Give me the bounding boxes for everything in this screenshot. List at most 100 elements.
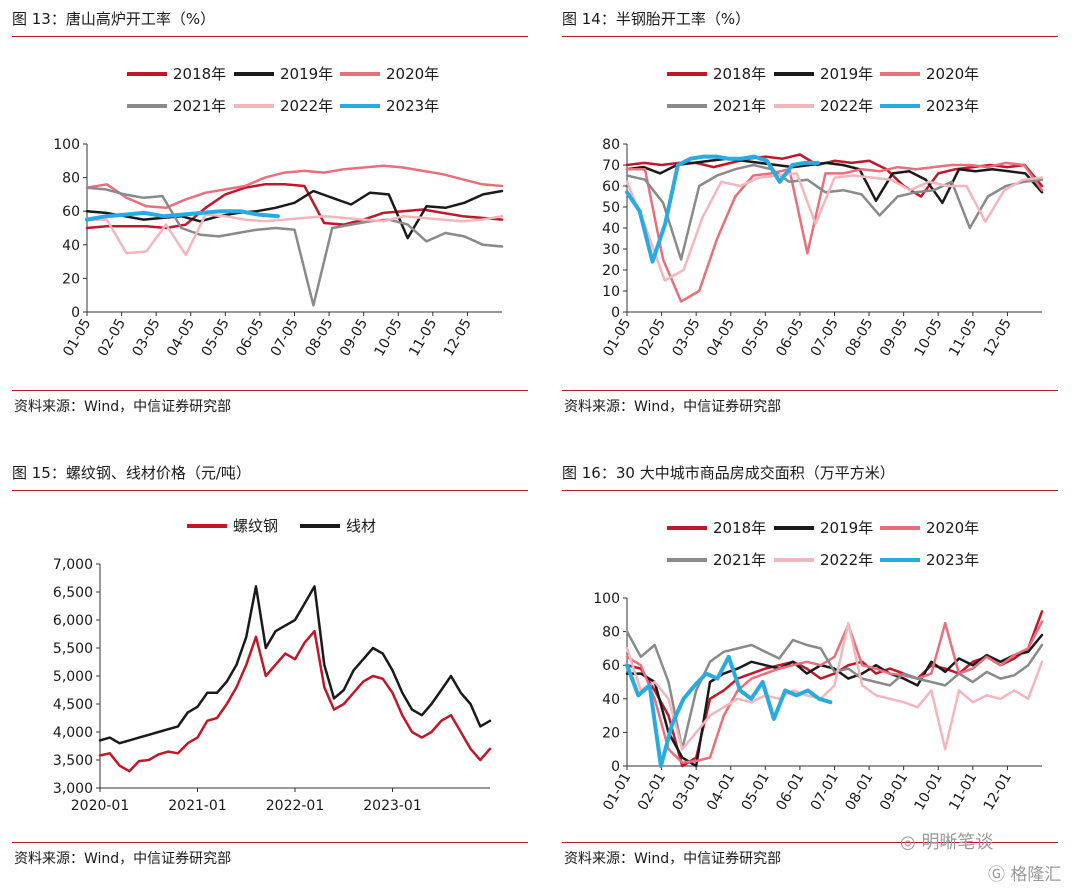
y-tick-label: 60: [602, 179, 620, 195]
y-tick-label: 4,000: [53, 725, 93, 741]
chart-title-13: 图 13：唐山高炉开工率（%）: [12, 10, 216, 28]
x-tick-label: 10-05: [372, 316, 406, 359]
legend-item: 2021年: [667, 551, 766, 569]
y-tick-label: 3,000: [53, 781, 93, 797]
x-tick-label: 07-05: [268, 316, 302, 359]
y-tick-label: 0: [611, 759, 620, 775]
series-line: [98, 629, 492, 773]
y-tick-label: 5,500: [53, 641, 93, 657]
legend-label: 2023年: [926, 97, 979, 115]
chart-13-svg: 2018年 2019年 2020年 2021年 2022年 2023年 0 20 40 60 80 1…: [53, 65, 504, 359]
legend-item: 2018年: [127, 65, 226, 83]
x-tick-label: 03-05: [129, 316, 163, 359]
panel-13: 图 13：唐山高炉开工率（%） 2018年 2019年 2020年 2021年 2022…: [12, 8, 528, 428]
y-tick-label: 0: [611, 305, 620, 321]
x-tick-label: 02-05: [635, 316, 669, 359]
y-tick-label: 6,000: [53, 613, 93, 629]
title-rule: [12, 36, 528, 37]
legend-label: 2020年: [926, 519, 979, 537]
legend-label: 2023年: [386, 97, 439, 115]
series-line: [625, 163, 1044, 261]
source-rule: [12, 390, 528, 391]
y-tick-label: 20: [602, 725, 620, 741]
x-tick-label: 01-05: [60, 316, 94, 359]
y-tick-label: 0: [71, 305, 80, 321]
legend-item: 2023年: [340, 97, 439, 115]
series-line: [625, 161, 1044, 303]
x-tick-label: 11-05: [946, 316, 980, 359]
series-line: [625, 621, 1044, 751]
watermark-mingxi: ◎ 明晰笔谈: [900, 828, 993, 854]
y-tick-label: 10: [602, 284, 620, 300]
y-tick-label: 4,500: [53, 697, 93, 713]
chart-title-15: 图 15：螺纹钢、线材价格（元/吨）: [12, 464, 251, 482]
chart-15-svg: 螺纹钢 线材 3,000 3,500 4,000 4,500 5,000 5,500 6,000…: [53, 517, 492, 814]
x-tick-label: 04-05: [164, 316, 198, 359]
y-tick-label: 7,000: [53, 557, 93, 573]
x-tick-label: 03-01: [669, 770, 703, 813]
legend-item: 2023年: [880, 551, 979, 569]
x-tick-label: 02-05: [95, 316, 129, 359]
series-line: [625, 654, 833, 768]
series-line: [625, 172, 1044, 282]
y-tick-label: 80: [602, 625, 620, 641]
x-tick-label: 09-05: [337, 316, 371, 359]
legend-item: 2023年: [880, 97, 979, 115]
x-tick-label: 2023-01: [363, 798, 422, 814]
title-rule: [12, 490, 528, 491]
y-tick-label: 40: [602, 692, 620, 708]
legend-label: 2018年: [713, 519, 766, 537]
legend-label: 2019年: [820, 519, 873, 537]
legend-item: 2019年: [774, 65, 873, 83]
x-tick-label: 05-05: [739, 316, 773, 359]
x-tick-label: 2022-01: [266, 798, 325, 814]
x-tick-label: 08-01: [842, 770, 876, 813]
chart-title-16: 图 16：30 大中城市商品房成交面积（万平方米）: [562, 464, 895, 482]
y-tick-label: 6,500: [53, 585, 93, 601]
x-tick-label: 09-05: [877, 316, 911, 359]
wechat-icon: ◎: [900, 832, 922, 853]
x-tick-label: 06-01: [773, 770, 807, 813]
x-tick-label: 05-05: [199, 316, 233, 359]
legend-label: 2021年: [173, 97, 226, 115]
y-tick-label: 60: [62, 204, 80, 220]
y-tick-label: 40: [62, 238, 80, 254]
x-tick-label: 01-05: [600, 316, 634, 359]
x-tick-label: 10-05: [912, 316, 946, 359]
series-line: [625, 610, 1044, 768]
y-tick-label: 80: [602, 137, 620, 153]
y-tick-label: 100: [593, 591, 620, 607]
legend-label: 2022年: [280, 97, 333, 115]
y-tick-label: 20: [602, 263, 620, 279]
series-line: [85, 186, 504, 307]
legend-item: 螺纹钢: [187, 517, 278, 535]
legend-item: 2019年: [774, 519, 873, 537]
legend-label: 2023年: [926, 551, 979, 569]
chart-14-svg: 2018年 2019年 2020年 2021年 2022年 2023年 0 10 20 30 40 5…: [600, 65, 1044, 359]
title-rule: [562, 490, 1058, 491]
legend-item: 2022年: [234, 97, 333, 115]
x-tick-label: 12-01: [981, 770, 1015, 813]
legend-label: 2020年: [386, 65, 439, 83]
x-tick-label: 07-01: [808, 770, 842, 813]
y-tick-label: 40: [602, 221, 620, 237]
legend-label: 2018年: [173, 65, 226, 83]
x-tick-label: 06-05: [233, 316, 267, 359]
x-tick-label: 05-01: [739, 770, 773, 813]
x-tick-label: 01-01: [600, 770, 634, 813]
watermark-text: 格隆汇: [1010, 865, 1062, 885]
legend-label: 2019年: [280, 65, 333, 83]
series-line: [625, 154, 820, 264]
y-tick-label: 80: [62, 171, 80, 187]
panel-15: 图 15：螺纹钢、线材价格（元/吨） 螺纹钢 线材 3,000 3,500 4,000 4…: [12, 462, 528, 882]
chart-16-svg: 2018年 2019年 2020年 2021年 2022年 2023年 0 20 40 60 80 1…: [593, 519, 1044, 813]
series-line: [85, 189, 504, 240]
legend-item: 2018年: [667, 519, 766, 537]
series-line: [625, 633, 1044, 768]
x-tick-label: 06-05: [773, 316, 807, 359]
y-tick-label: 50: [602, 200, 620, 216]
legend-item: 2022年: [774, 551, 873, 569]
x-tick-label: 08-05: [302, 316, 336, 359]
x-tick-label: 10-01: [912, 770, 946, 813]
series-line: [85, 213, 504, 257]
